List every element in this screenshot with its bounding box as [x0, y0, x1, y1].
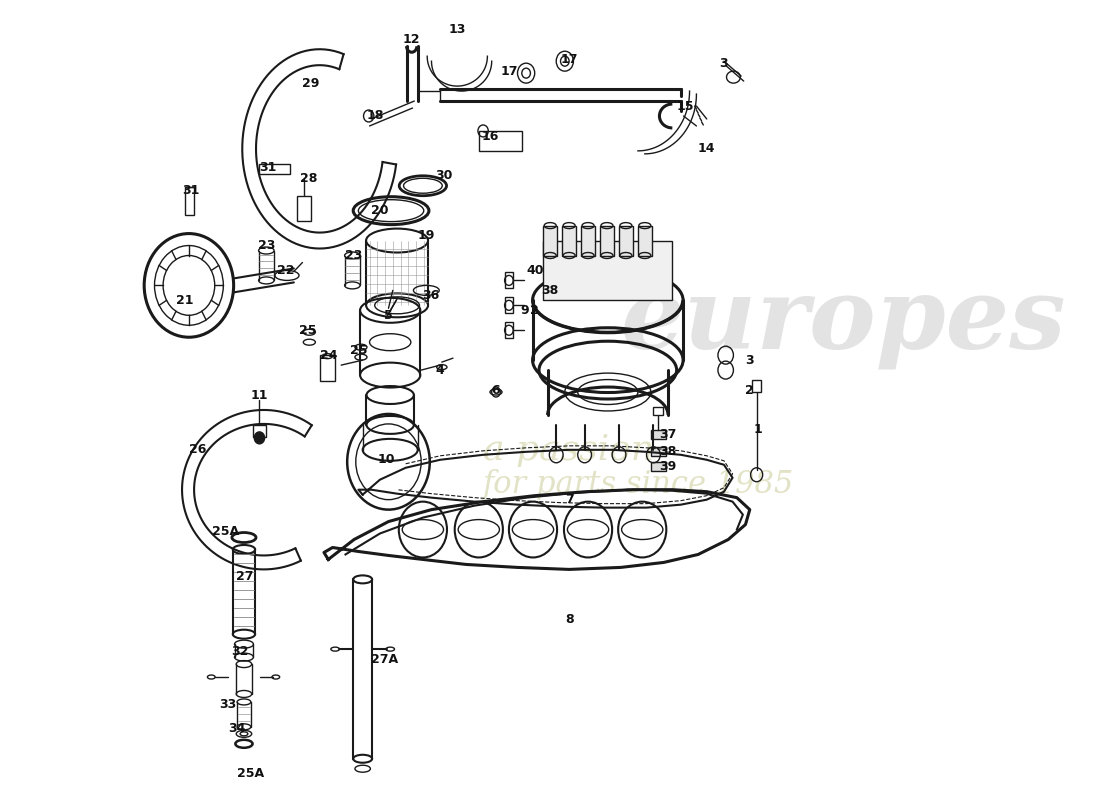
Text: 27: 27 [236, 570, 254, 583]
Bar [638, 226, 651, 255]
Text: 9: 9 [520, 304, 529, 317]
Text: 2: 2 [530, 304, 539, 317]
Text: 34: 34 [229, 722, 245, 735]
Text: for parts since 1985: for parts since 1985 [483, 470, 794, 500]
Text: 23: 23 [345, 249, 363, 262]
Bar [562, 226, 576, 255]
Bar [652, 407, 663, 415]
Bar [543, 226, 557, 255]
Bar [651, 462, 667, 470]
Text: europes: europes [620, 272, 1066, 369]
Text: 21: 21 [176, 294, 194, 307]
Text: 20: 20 [371, 204, 388, 217]
Bar [543, 241, 672, 300]
Text: 22: 22 [276, 264, 294, 277]
Text: 26: 26 [189, 443, 206, 456]
Bar [752, 380, 761, 392]
Text: 31: 31 [260, 162, 277, 174]
Text: 30: 30 [434, 170, 452, 182]
Bar [297, 196, 311, 221]
Text: 1: 1 [754, 423, 762, 436]
Bar [651, 447, 667, 456]
Circle shape [254, 432, 265, 444]
Bar [581, 226, 595, 255]
Text: 17: 17 [560, 53, 578, 66]
Text: 4: 4 [436, 364, 444, 377]
Bar [619, 226, 632, 255]
Text: 11: 11 [251, 389, 268, 402]
Text: 28: 28 [300, 172, 317, 186]
Text: 14: 14 [698, 142, 715, 155]
Bar [651, 430, 667, 439]
Text: 13: 13 [449, 22, 466, 36]
Text: 23: 23 [257, 239, 275, 252]
Bar [505, 298, 514, 314]
Text: 7: 7 [564, 493, 573, 506]
Text: 18: 18 [367, 110, 384, 122]
Text: 10: 10 [377, 454, 395, 466]
Text: 6: 6 [492, 383, 500, 397]
Text: 3: 3 [719, 57, 728, 70]
Bar [601, 226, 614, 255]
Text: a passion: a passion [483, 433, 654, 467]
Text: 5: 5 [384, 309, 393, 322]
Bar [478, 131, 521, 151]
Text: 27A: 27A [372, 653, 398, 666]
Text: 3: 3 [746, 354, 755, 366]
Text: 19: 19 [418, 229, 434, 242]
Bar [186, 186, 194, 214]
Bar [260, 164, 289, 174]
Text: 24: 24 [319, 349, 337, 362]
Text: 8: 8 [564, 613, 573, 626]
Text: 25: 25 [299, 324, 317, 337]
Text: 15: 15 [676, 99, 694, 113]
Text: 17: 17 [500, 65, 518, 78]
Text: 36: 36 [422, 289, 439, 302]
Text: 2: 2 [746, 383, 755, 397]
Text: 37: 37 [659, 428, 676, 442]
Text: 16: 16 [482, 130, 498, 143]
Text: 39: 39 [659, 460, 676, 474]
Text: 25A: 25A [238, 767, 264, 780]
Text: 31: 31 [182, 184, 199, 198]
Text: 25: 25 [350, 344, 367, 357]
Bar [505, 273, 514, 288]
Text: 12: 12 [403, 33, 419, 46]
Text: 33: 33 [219, 698, 236, 711]
Text: 40: 40 [526, 264, 543, 277]
Text: 25A: 25A [212, 525, 240, 538]
Bar [505, 322, 514, 338]
Bar [320, 355, 336, 381]
Text: 38: 38 [541, 284, 559, 297]
Bar [253, 425, 266, 437]
Text: 38: 38 [659, 446, 676, 458]
Text: 32: 32 [231, 645, 249, 658]
Text: 29: 29 [302, 77, 320, 90]
